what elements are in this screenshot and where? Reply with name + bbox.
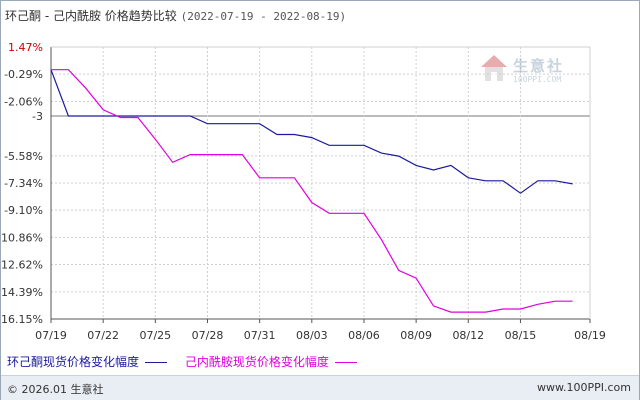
chart-title-text: 环己酮 - 己内酰胺 价格趋势比较 [5,9,177,23]
y-tick-label: -12.62% [1,259,43,272]
watermark-url: 100PPI.COM [513,75,562,84]
series-line-1 [50,69,573,194]
footer-site-link[interactable]: www.100PPI.com [537,381,631,394]
x-tick-label: 08/09 [400,329,432,342]
x-tick-label: 08/15 [505,329,537,342]
watermark-logo: 生意社 100PPI.COM [479,53,589,93]
y-tick-label: -10.86% [1,231,43,244]
x-tick-label: 08/19 [574,329,606,342]
y-tick-label: -9.10% [4,204,43,217]
y-tick-label: -3 [32,110,43,123]
line-chart: 1.47% -0.29% -2.06% -3 -5.58% -7.34% -9.10% -10… [1,41,606,342]
y-tick-label: -14.39% [1,286,43,299]
x-tick-label: 08/03 [296,329,328,342]
y-tick-label: -0.29% [4,68,43,81]
legend-item-series1: 环己酮现货价格变化幅度 [7,353,168,370]
x-tick-label: 07/31 [244,329,276,342]
x-tick-label: 07/19 [35,329,67,342]
x-tick-label: 07/25 [139,329,171,342]
footer-bar: © 2026.01 生意社 www.100PPI.com [1,375,639,400]
chart-legend: 环己酮现货价格变化幅度 己内酰胺现货价格变化幅度 [7,353,371,370]
legend-label-series2: 己内酰胺现货价格变化幅度 [184,355,329,369]
date-range: (2022-07-19 - 2022-08-19) [180,10,347,23]
y-tick-label: 1.47% [8,41,43,54]
y-tick-label: -5.58% [4,150,43,163]
legend-swatch-series1 [145,362,168,363]
legend-item-series2: 己内酰胺现货价格变化幅度 [185,353,357,370]
house-logo-icon [481,55,507,81]
footer-copyright: © 2026.01 生意社 [7,383,104,396]
y-tick-label: -16.15% [1,313,43,326]
x-tick-label: 07/28 [192,329,224,342]
y-tick-label: -7.34% [4,177,43,190]
x-tick-label: 07/22 [87,329,119,342]
x-tick-label: 08/06 [348,329,380,342]
x-tick-label: 08/12 [452,329,484,342]
watermark-text: 生意社 [513,57,565,75]
legend-swatch-series2 [334,362,357,363]
y-tick-label: -2.06% [4,95,43,108]
legend-label-series1: 环己酮现货价格变化幅度 [7,355,140,369]
chart-title: 环己酮 - 己内酰胺 价格趋势比较 (2022-07-19 - 2022-08-… [5,7,346,24]
series-line-2 [51,69,573,313]
